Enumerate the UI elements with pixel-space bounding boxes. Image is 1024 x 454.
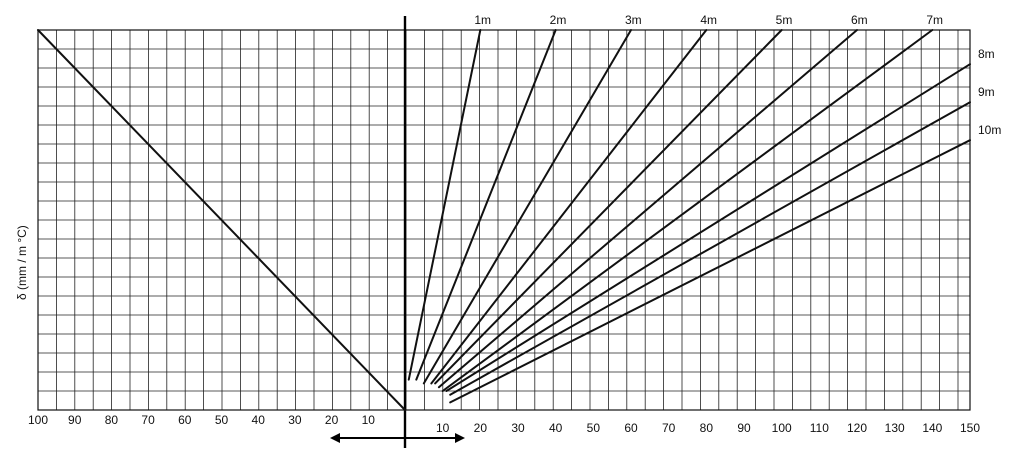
diagonal-line — [37, 29, 406, 411]
series-line-7m — [441, 29, 934, 392]
x-tick-label-left: 40 — [252, 413, 266, 427]
x-tick-label-left: 80 — [105, 413, 119, 427]
series-line-6m — [437, 29, 858, 389]
x-tick-label-right: 100 — [772, 421, 792, 435]
series-label-8m: 8m — [978, 47, 995, 61]
x-tick-label-right: 60 — [624, 421, 638, 435]
series-label-10m: 10m — [978, 123, 1001, 137]
series-label-9m: 9m — [978, 85, 995, 99]
series-line-5m — [434, 29, 783, 385]
x-tick-label-left: 20 — [325, 413, 339, 427]
x-tick-label-right: 90 — [737, 421, 751, 435]
x-tick-label-left: 50 — [215, 413, 229, 427]
diagonal-line-group — [37, 29, 406, 411]
x-tick-label-right: 150 — [960, 421, 980, 435]
x-tick-label-left: 90 — [68, 413, 82, 427]
grid — [38, 30, 970, 410]
x-tick-label-right: 40 — [549, 421, 563, 435]
x-tick-label-left: 100 — [28, 413, 48, 427]
plot-frame — [37, 29, 971, 411]
x-tick-label-right: 50 — [587, 421, 601, 435]
series-label-4m: 4m — [700, 13, 717, 27]
x-tick-label-left: 70 — [141, 413, 155, 427]
x-tick-label-right: 130 — [885, 421, 905, 435]
direction-arrow — [330, 433, 465, 443]
series-line-9m — [449, 101, 971, 396]
x-tick-label-right: 20 — [474, 421, 488, 435]
x-tick-label-right: 30 — [511, 421, 525, 435]
x-tick-label-right: 70 — [662, 421, 676, 435]
series-lines — [407, 29, 971, 404]
x-tick-label-right: 10 — [436, 421, 450, 435]
series-line-8m — [445, 63, 971, 392]
series-label-6m: 6m — [851, 13, 868, 27]
series-label-5m: 5m — [776, 13, 793, 27]
x-tick-label-left: 60 — [178, 413, 192, 427]
x-tick-label-right: 120 — [847, 421, 867, 435]
x-tick-label-left: 10 — [362, 413, 376, 427]
x-tick-label-left: 30 — [288, 413, 302, 427]
series-line-3m — [422, 29, 632, 385]
series-label-7m: 7m — [926, 13, 943, 27]
series-line-10m — [449, 139, 971, 404]
series-label-1m: 1m — [474, 13, 491, 27]
series-line-4m — [430, 29, 708, 385]
x-tick-label-right: 110 — [810, 421, 829, 435]
x-tick-label-right: 80 — [700, 421, 714, 435]
x-tick-labels: 100 90 80 70 60 50 40 30 20 10 10 20 30 40 50 60 70 80 90 1… — [28, 413, 980, 435]
series-line-1m — [407, 29, 482, 381]
series-labels: 1m 2m 3m 4m 5m 6m 7m 8m 9m 10m — [474, 13, 1001, 137]
arrow-head-right — [455, 433, 465, 443]
series-label-2m: 2m — [550, 13, 567, 27]
x-tick-label-right: 140 — [922, 421, 942, 435]
y-axis-title: δ (mm / m °C) — [15, 225, 29, 300]
series-label-3m: 3m — [625, 13, 642, 27]
series-line-2m — [415, 29, 557, 381]
arrow-head-left — [330, 433, 340, 443]
